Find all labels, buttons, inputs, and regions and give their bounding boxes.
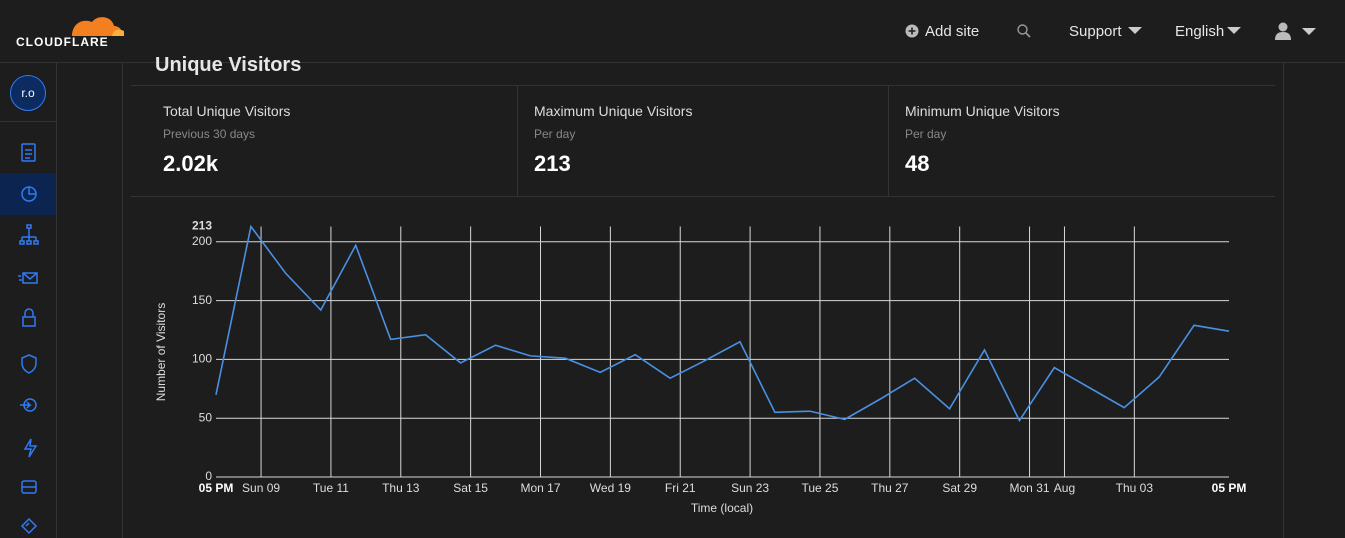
x-tick-label: Mon 31: [1010, 481, 1050, 495]
stat-label: Total Unique Visitors: [163, 103, 291, 119]
stat-sublabel: Previous 30 days: [163, 127, 256, 141]
add-icon: [905, 24, 919, 38]
y-tick-label: 150: [192, 293, 212, 307]
x-tick-label: Tue 25: [801, 481, 838, 495]
divider: [888, 86, 889, 196]
stat-label: Minimum Unique Visitors: [905, 103, 1060, 119]
x-tick-label: Sun 09: [242, 481, 280, 495]
x-tick-label: Aug: [1054, 481, 1075, 495]
account-box: [0, 63, 56, 122]
divider: [131, 85, 1275, 86]
stat-label: Maximum Unique Visitors: [534, 103, 693, 119]
account-avatar[interactable]: r.o: [10, 75, 46, 111]
x-tick-label: Sat 15: [453, 481, 488, 495]
y-axis-label: Number of Visitors: [154, 303, 168, 401]
content-border: [122, 63, 123, 538]
y-tick-label: 213: [192, 219, 212, 233]
sidebar: r.o: [0, 63, 57, 538]
user-menu[interactable]: [1275, 22, 1319, 42]
x-tick-label: 05 PM: [199, 481, 234, 495]
stat-sublabel: Per day: [534, 127, 576, 141]
search-icon[interactable]: [1016, 23, 1032, 39]
y-tick-label: 200: [192, 234, 212, 248]
logo[interactable]: CLOUDFLARE: [16, 10, 126, 50]
stat-value: 48: [905, 151, 930, 176]
support-menu[interactable]: Support: [1069, 23, 1122, 40]
content-border: [1283, 63, 1284, 538]
logo-text: CLOUDFLARE: [16, 35, 109, 49]
divider: [131, 196, 1275, 197]
x-tick-label: 05 PM: [1212, 481, 1247, 495]
x-tick-label: Thu 03: [1116, 481, 1154, 495]
x-axis-label: Time (local): [691, 501, 753, 515]
x-tick-label: Tue 11: [313, 481, 349, 495]
active-item: [0, 173, 56, 215]
caret: [1128, 27, 1142, 34]
data-line: [215, 224, 1230, 423]
nav-icons[interactable]: [0, 133, 56, 538]
section-title: Unique Visitors: [155, 54, 302, 76]
x-tick-label: Thu 27: [871, 481, 909, 495]
x-tick-label: Wed 19: [590, 481, 631, 495]
caret: [1227, 27, 1241, 34]
add-site[interactable]: Add site: [925, 23, 980, 40]
language-menu[interactable]: English: [1175, 23, 1225, 40]
x-tick-label: Thu 13: [382, 481, 420, 495]
divider: [517, 86, 518, 196]
stat-value: 213: [534, 151, 571, 176]
x-tick-label: Sat 29: [942, 481, 977, 495]
x-tick-label: Mon 17: [520, 481, 560, 495]
stat-value: 2.02k: [163, 151, 219, 176]
top-bar: CLOUDFLARE Add site Support English: [0, 0, 1345, 63]
y-tick-label: 100: [192, 352, 212, 366]
y-tick-label: 0: [205, 469, 212, 483]
stat-sublabel: Per day: [905, 127, 947, 141]
x-tick-label: Fri 21: [665, 481, 696, 495]
x-tick-label: Sun 23: [731, 481, 769, 495]
y-tick-label: 50: [199, 410, 213, 424]
